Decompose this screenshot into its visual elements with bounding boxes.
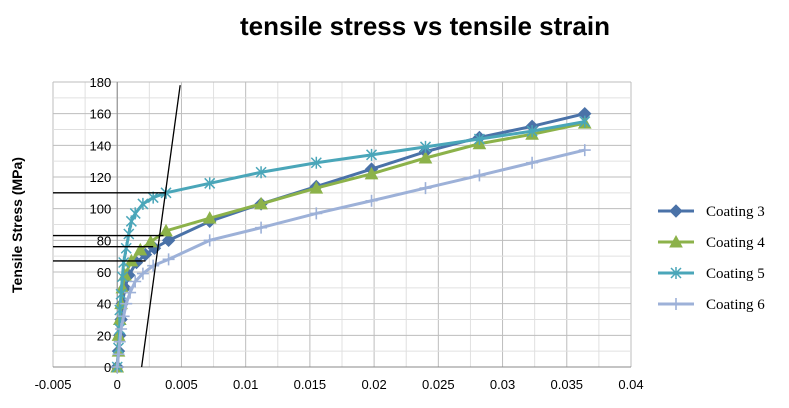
- legend-marker: [669, 234, 683, 248]
- data-point: [123, 228, 135, 240]
- x-tick-label: 0.01: [233, 377, 258, 392]
- series-2: [110, 116, 592, 373]
- series-line: [115, 120, 586, 368]
- annotation-layer: [53, 85, 181, 368]
- grid-layer: [52, 81, 632, 368]
- data-point: [113, 335, 126, 348]
- data-point: [365, 194, 378, 207]
- data-point: [129, 275, 142, 288]
- data-point: [115, 288, 127, 301]
- data-point: [120, 297, 133, 310]
- data-point: [419, 182, 432, 195]
- x-tick-label: 0.035: [551, 377, 584, 392]
- data-point: [136, 267, 149, 280]
- data-point: [255, 166, 267, 179]
- data-point: [162, 253, 175, 266]
- data-point: [526, 156, 539, 169]
- data-point: [112, 348, 125, 361]
- legend-label: Coating 3: [706, 204, 765, 220]
- data-point: [473, 169, 486, 182]
- data-point: [111, 361, 124, 373]
- data-point: [159, 223, 173, 237]
- data-point: [116, 270, 128, 283]
- data-point: [366, 148, 378, 161]
- data-point: [129, 207, 141, 220]
- x-tick-label: 0.005: [165, 377, 198, 392]
- data-point: [579, 115, 591, 128]
- data-point: [147, 191, 159, 204]
- data-point: [137, 197, 149, 210]
- y-tick-label: 140: [90, 138, 112, 153]
- x-tick-label: 0: [114, 377, 121, 392]
- series-line: [115, 148, 586, 368]
- data-point: [147, 259, 160, 272]
- legend-entry: Coating 3: [658, 204, 765, 220]
- data-point: [473, 133, 485, 145]
- data-point: [578, 144, 591, 157]
- x-tick-label: -0.005: [35, 377, 72, 392]
- data-point: [202, 211, 217, 224]
- series-3: [111, 115, 591, 373]
- ticks-layer: -0.005 0 0.005 0.01 0.015 0.02 0.025 0.03 0.035 0…: [35, 75, 644, 392]
- y-tick-label: 20: [97, 328, 111, 343]
- y-tick-label: 40: [97, 297, 111, 312]
- chart-title: tensile stress vs tensile strain: [240, 11, 610, 41]
- data-point: [161, 233, 176, 248]
- legend-label: Coating 4: [706, 235, 765, 251]
- x-tick-label: 0.03: [490, 377, 515, 392]
- legend-marker: [670, 298, 682, 310]
- data-point: [118, 256, 130, 269]
- y-tick-label: 100: [90, 202, 112, 217]
- data-point: [203, 234, 216, 247]
- data-point: [310, 207, 323, 220]
- data-point: [526, 125, 538, 138]
- data-point: [309, 181, 324, 194]
- data-point: [255, 221, 268, 234]
- x-tick-label: 0.02: [361, 377, 386, 392]
- legend-label: Coating 6: [706, 297, 765, 313]
- legend-entry: Coating 5: [658, 266, 765, 282]
- y-tick-label: 180: [90, 75, 112, 90]
- x-tick-label: 0.04: [618, 377, 643, 392]
- legend: Coating 3 Coating 4 Coating 5 Coating 6: [658, 204, 765, 313]
- data-point: [120, 242, 132, 255]
- tangent-line: [140, 85, 181, 368]
- series-4: [111, 144, 591, 373]
- data-point: [254, 196, 268, 210]
- x-tick-label: 0.015: [294, 377, 327, 392]
- data-point: [124, 286, 137, 299]
- legend-entry: Coating 6: [658, 297, 765, 313]
- data-point: [133, 242, 148, 256]
- data-point: [117, 310, 130, 323]
- series-layer: [110, 106, 592, 374]
- y-axis-label: Tensile Stress (MPa): [9, 157, 25, 293]
- data-point: [419, 140, 432, 153]
- y-tick-label: 0: [104, 360, 111, 375]
- legend-label: Coating 5: [706, 266, 765, 282]
- data-point: [310, 156, 322, 169]
- data-point: [115, 323, 128, 335]
- x-tick-label: 0.025: [422, 377, 455, 392]
- series-line: [115, 121, 586, 368]
- y-tick-label: 160: [90, 107, 112, 122]
- y-tick-label: 60: [97, 265, 111, 280]
- data-point: [418, 150, 433, 164]
- data-point: [204, 177, 216, 190]
- legend-marker: [670, 267, 682, 279]
- legend-marker: [669, 204, 683, 218]
- y-tick-label: 80: [97, 233, 111, 248]
- data-point: [364, 166, 379, 180]
- y-tick-label: 120: [90, 170, 112, 185]
- legend-entry: Coating 4: [658, 234, 765, 251]
